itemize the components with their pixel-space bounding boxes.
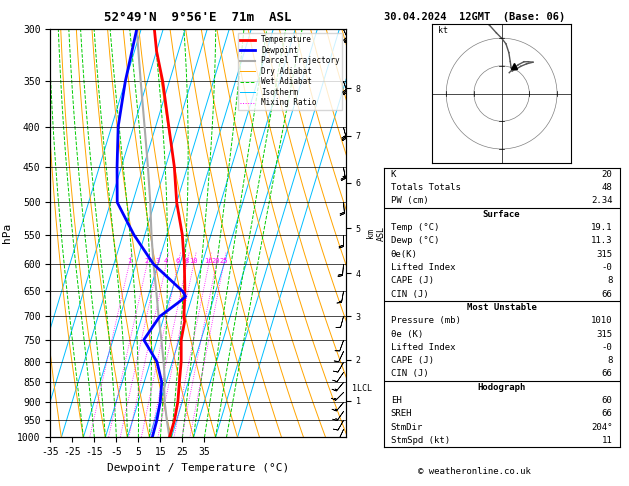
Text: 10: 10: [189, 258, 198, 264]
Text: 16: 16: [204, 258, 213, 264]
Text: 4: 4: [164, 258, 169, 264]
Text: θe (K): θe (K): [391, 330, 423, 339]
Text: Surface: Surface: [483, 210, 520, 219]
Text: © weatheronline.co.uk: © weatheronline.co.uk: [418, 467, 532, 476]
Text: -0: -0: [602, 343, 613, 352]
Text: 66: 66: [602, 369, 613, 379]
Text: Most Unstable: Most Unstable: [467, 303, 537, 312]
Text: PW (cm): PW (cm): [391, 196, 428, 206]
Text: 8: 8: [607, 356, 613, 365]
Text: θe(K): θe(K): [391, 250, 418, 259]
Text: SREH: SREH: [391, 409, 412, 418]
Text: 60: 60: [602, 396, 613, 405]
Text: Lifted Index: Lifted Index: [391, 263, 455, 272]
Text: 1010: 1010: [591, 316, 613, 325]
Text: 25: 25: [220, 258, 228, 264]
Text: CAPE (J): CAPE (J): [391, 276, 434, 285]
Text: 20: 20: [212, 258, 220, 264]
Text: 315: 315: [596, 330, 613, 339]
Text: 2.34: 2.34: [591, 196, 613, 206]
Text: 204°: 204°: [591, 423, 613, 432]
Text: 2: 2: [145, 258, 149, 264]
Text: 30.04.2024  12GMT  (Base: 06): 30.04.2024 12GMT (Base: 06): [384, 12, 565, 22]
Text: Dewp (°C): Dewp (°C): [391, 236, 439, 245]
Text: 8: 8: [184, 258, 189, 264]
Text: CAPE (J): CAPE (J): [391, 356, 434, 365]
Y-axis label: km
ASL: km ASL: [366, 226, 386, 241]
Title: 52°49'N  9°56'E  71m  ASL: 52°49'N 9°56'E 71m ASL: [104, 11, 292, 24]
Text: 20: 20: [602, 170, 613, 179]
Text: kt: kt: [438, 26, 448, 35]
Text: 11.3: 11.3: [591, 236, 613, 245]
Text: 8: 8: [607, 276, 613, 285]
Text: 3: 3: [156, 258, 160, 264]
Text: 11: 11: [602, 436, 613, 445]
Text: Lifted Index: Lifted Index: [391, 343, 455, 352]
Text: StmDir: StmDir: [391, 423, 423, 432]
Text: 48: 48: [602, 183, 613, 192]
Text: 1: 1: [127, 258, 131, 264]
Text: Hodograph: Hodograph: [477, 383, 526, 392]
Text: Pressure (mb): Pressure (mb): [391, 316, 460, 325]
Legend: Temperature, Dewpoint, Parcel Trajectory, Dry Adiabat, Wet Adiabat, Isotherm, Mi: Temperature, Dewpoint, Parcel Trajectory…: [238, 33, 342, 110]
Text: Totals Totals: Totals Totals: [391, 183, 460, 192]
Text: StmSpd (kt): StmSpd (kt): [391, 436, 450, 445]
Text: EH: EH: [391, 396, 401, 405]
Text: K: K: [391, 170, 396, 179]
Text: 315: 315: [596, 250, 613, 259]
X-axis label: Dewpoint / Temperature (°C): Dewpoint / Temperature (°C): [107, 463, 289, 473]
Text: 6: 6: [176, 258, 180, 264]
Text: -0: -0: [602, 263, 613, 272]
Text: 66: 66: [602, 290, 613, 298]
Text: CIN (J): CIN (J): [391, 369, 428, 379]
Text: Temp (°C): Temp (°C): [391, 223, 439, 232]
Text: 1LCL: 1LCL: [352, 384, 372, 393]
Text: 66: 66: [602, 409, 613, 418]
Text: CIN (J): CIN (J): [391, 290, 428, 298]
Text: 19.1: 19.1: [591, 223, 613, 232]
Y-axis label: hPa: hPa: [1, 223, 11, 243]
